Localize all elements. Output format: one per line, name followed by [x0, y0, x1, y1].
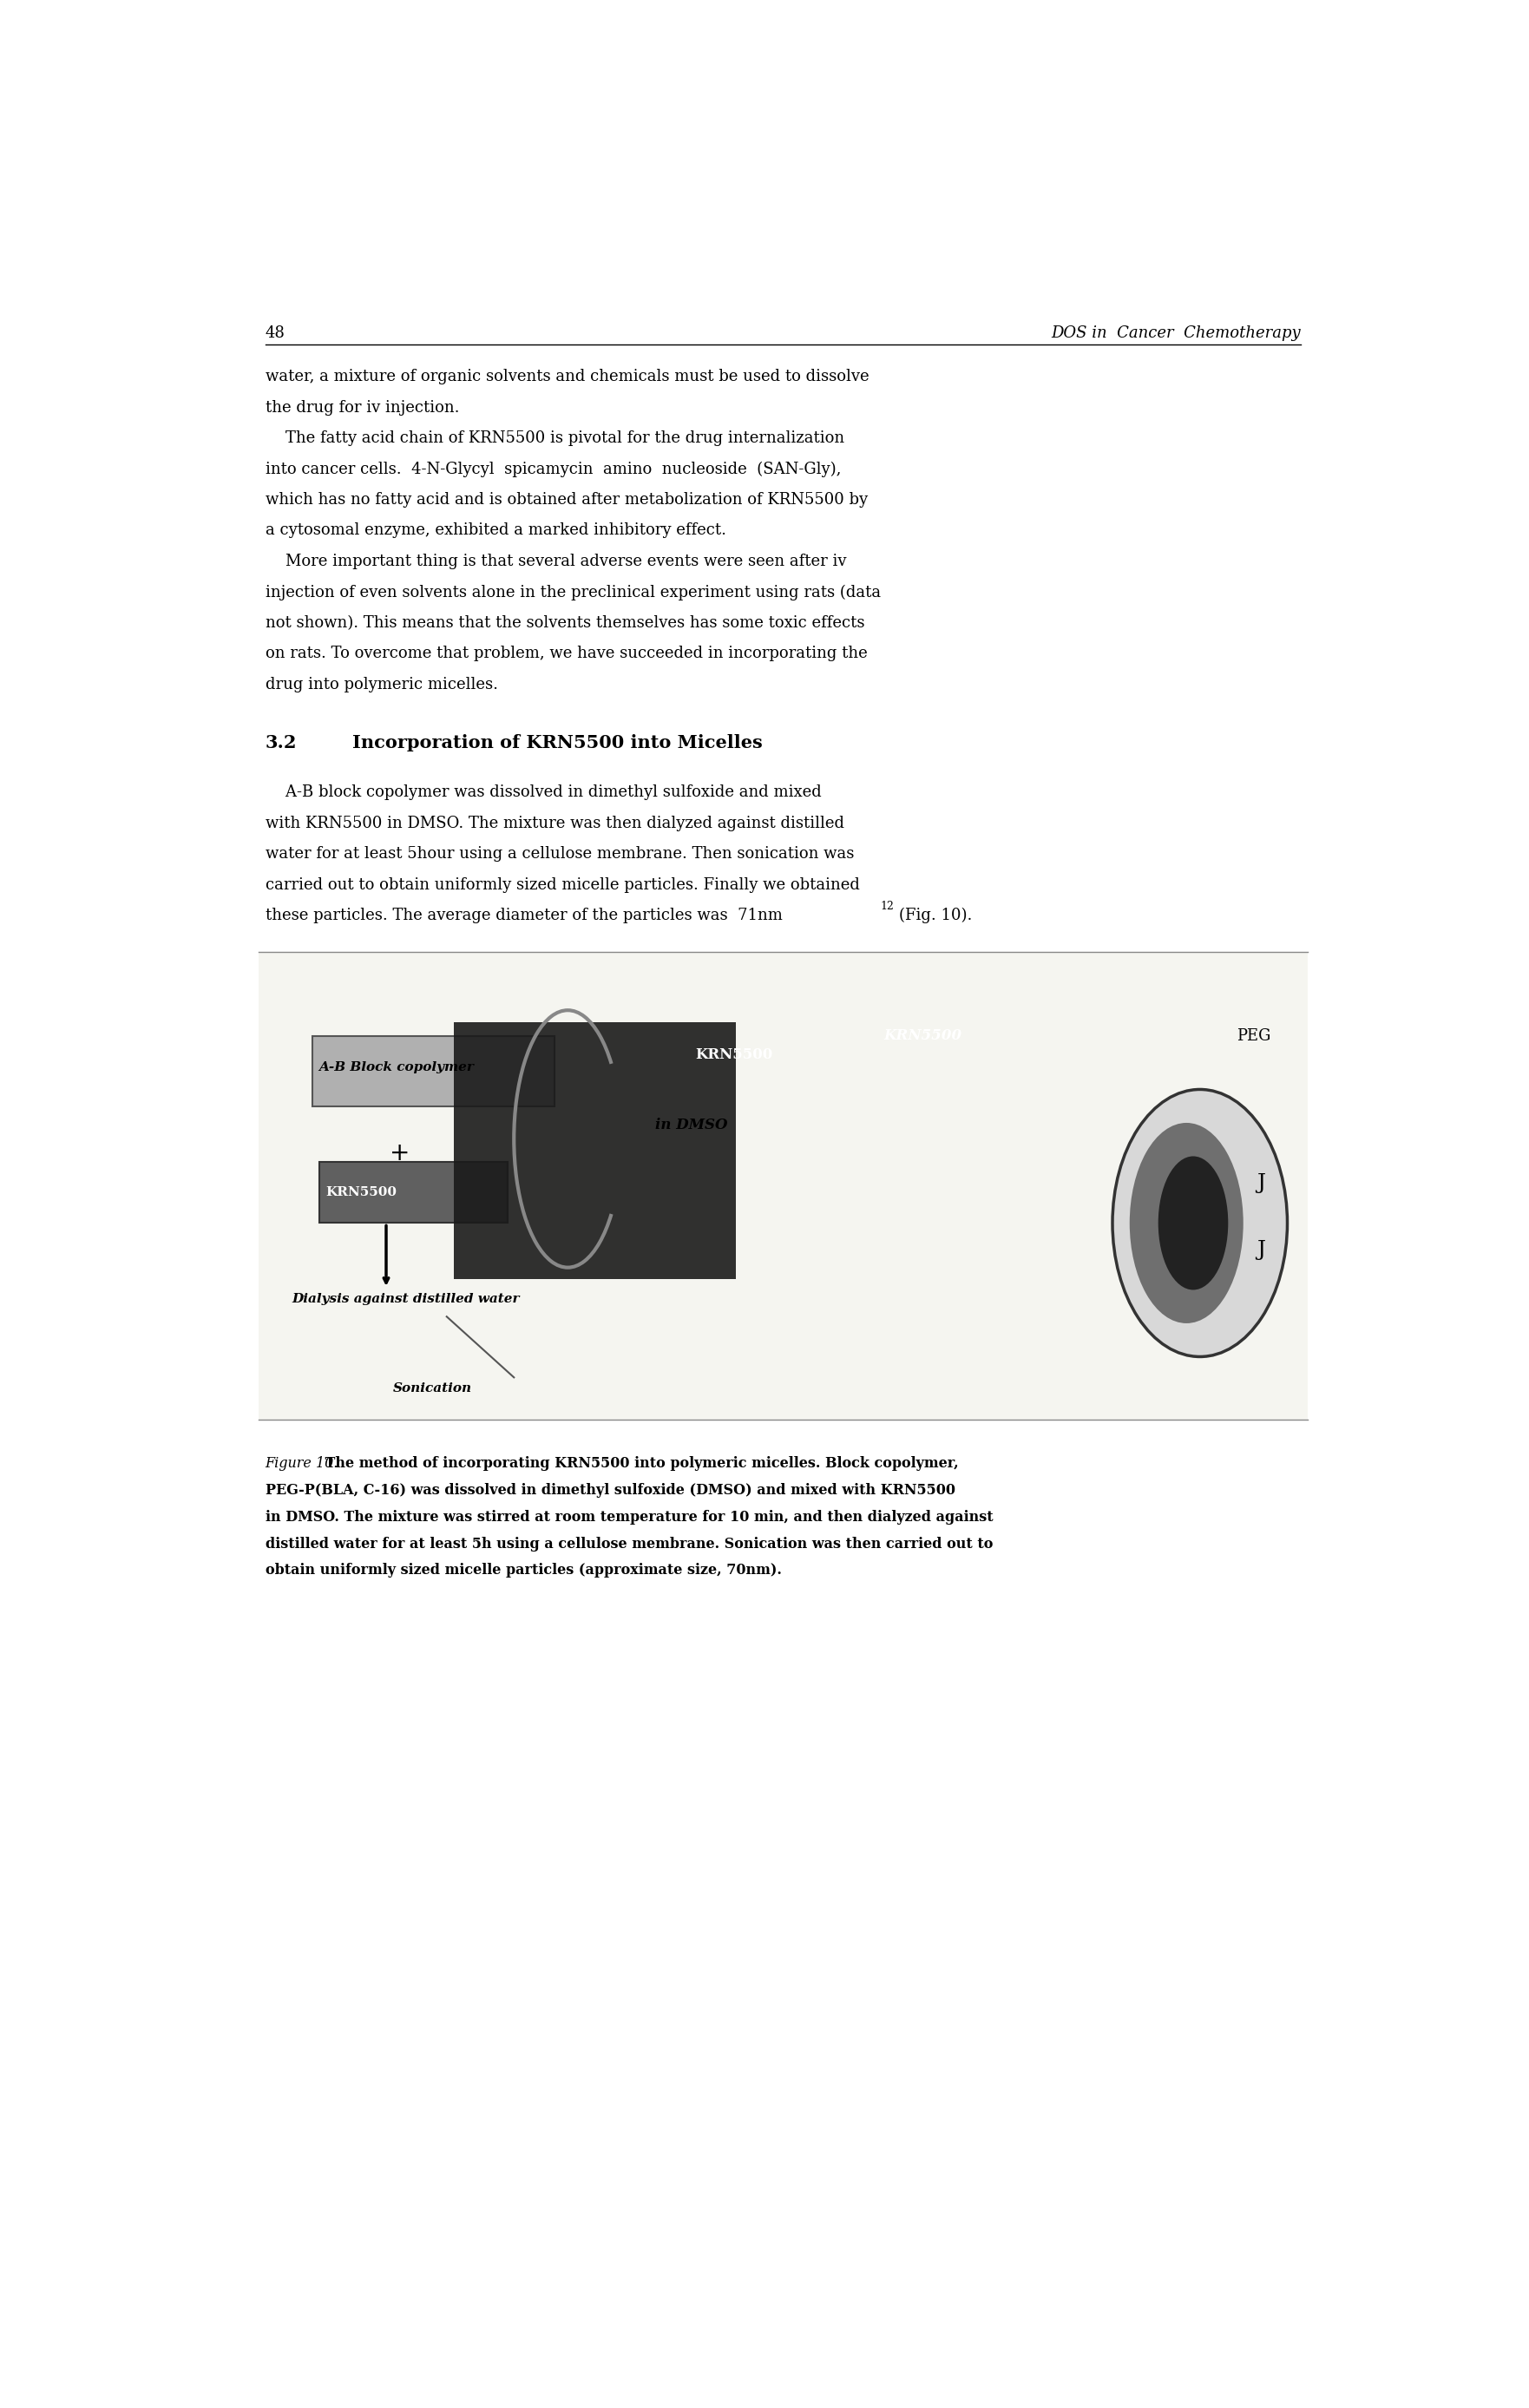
Text: 3.2: 3.2 — [265, 734, 297, 751]
Text: J: J — [1257, 1173, 1266, 1192]
Bar — [320, 1163, 508, 1223]
Text: J: J — [1257, 1240, 1266, 1259]
Text: A-B Block copolymer: A-B Block copolymer — [320, 1062, 474, 1074]
Text: carried out to obtain uniformly sized micelle particles. Finally we obtained: carried out to obtain uniformly sized mi… — [265, 877, 859, 893]
Text: in DMSO. The mixture was stirred at room temperature for 10 min, and then dialyz: in DMSO. The mixture was stirred at room… — [265, 1510, 992, 1524]
Text: which has no fatty acid and is obtained after metabolization of KRN5500 by: which has no fatty acid and is obtained … — [265, 491, 867, 508]
Text: The method of incorporating KRN5500 into polymeric micelles. Block copolymer,: The method of incorporating KRN5500 into… — [320, 1457, 959, 1471]
Text: Incorporation of KRN5500 into Micelles: Incorporation of KRN5500 into Micelles — [353, 734, 763, 751]
Text: distilled water for at least 5h using a cellulose membrane. Sonication was then : distilled water for at least 5h using a … — [265, 1536, 992, 1551]
Text: Dialysis against distilled water: Dialysis against distilled water — [292, 1293, 520, 1305]
Text: The fatty acid chain of KRN5500 is pivotal for the drug internalization: The fatty acid chain of KRN5500 is pivot… — [265, 431, 844, 445]
Ellipse shape — [1113, 1088, 1287, 1356]
Text: PEG: PEG — [1237, 1028, 1271, 1043]
Ellipse shape — [1130, 1122, 1243, 1324]
Text: 48: 48 — [265, 325, 284, 342]
Text: Sonication: Sonication — [393, 1382, 472, 1394]
Bar — [258, 951, 1307, 1418]
Text: water, a mixture of organic solvents and chemicals must be used to dissolve: water, a mixture of organic solvents and… — [265, 368, 868, 385]
Text: water for at least 5hour using a cellulose membrane. Then sonication was: water for at least 5hour using a cellulo… — [265, 845, 853, 862]
Bar — [454, 1021, 735, 1279]
Text: 12: 12 — [881, 901, 894, 913]
Text: +: + — [390, 1141, 410, 1165]
Text: with KRN5500 in DMSO. The mixture was then dialyzed against distilled: with KRN5500 in DMSO. The mixture was th… — [265, 816, 844, 831]
Text: More important thing is that several adverse events were seen after iv: More important thing is that several adv… — [265, 554, 846, 568]
Text: KRN5500: KRN5500 — [326, 1187, 398, 1199]
Text: the drug for iv injection.: the drug for iv injection. — [265, 400, 459, 417]
Text: on rats. To overcome that problem, we have succeeded in incorporating the: on rats. To overcome that problem, we ha… — [265, 645, 867, 662]
Text: obtain uniformly sized micelle particles (approximate size, 70nm).: obtain uniformly sized micelle particles… — [265, 1563, 781, 1577]
Text: injection of even solvents alone in the preclinical experiment using rats (data: injection of even solvents alone in the … — [265, 585, 881, 600]
Text: Figure 10.: Figure 10. — [265, 1457, 338, 1471]
Text: PEG-P(BLA, C-16) was dissolved in dimethyl sulfoxide (DMSO) and mixed with KRN55: PEG-P(BLA, C-16) was dissolved in dimeth… — [265, 1483, 956, 1498]
Text: (Fig. 10).: (Fig. 10). — [899, 908, 972, 925]
Text: drug into polymeric micelles.: drug into polymeric micelles. — [265, 677, 497, 691]
Text: these particles. The average diameter of the particles was  71nm: these particles. The average diameter of… — [265, 908, 783, 922]
Text: KRN5500: KRN5500 — [696, 1047, 774, 1062]
Text: not shown). This means that the solvents themselves has some toxic effects: not shown). This means that the solvents… — [265, 614, 864, 631]
Text: KRN5500: KRN5500 — [884, 1028, 962, 1043]
Text: DOS in  Cancer  Chemotherapy: DOS in Cancer Chemotherapy — [1050, 325, 1301, 342]
Text: A-B block copolymer was dissolved in dimethyl sulfoxide and mixed: A-B block copolymer was dissolved in dim… — [265, 785, 821, 799]
Text: in DMSO: in DMSO — [654, 1117, 728, 1132]
Ellipse shape — [1157, 1156, 1228, 1291]
Text: a cytosomal enzyme, exhibited a marked inhibitory effect.: a cytosomal enzyme, exhibited a marked i… — [265, 523, 726, 539]
Bar — [312, 1035, 555, 1105]
Text: into cancer cells.  4-N-Glycyl  spicamycin  amino  nucleoside  (SAN-Gly),: into cancer cells. 4-N-Glycyl spicamycin… — [265, 462, 841, 477]
